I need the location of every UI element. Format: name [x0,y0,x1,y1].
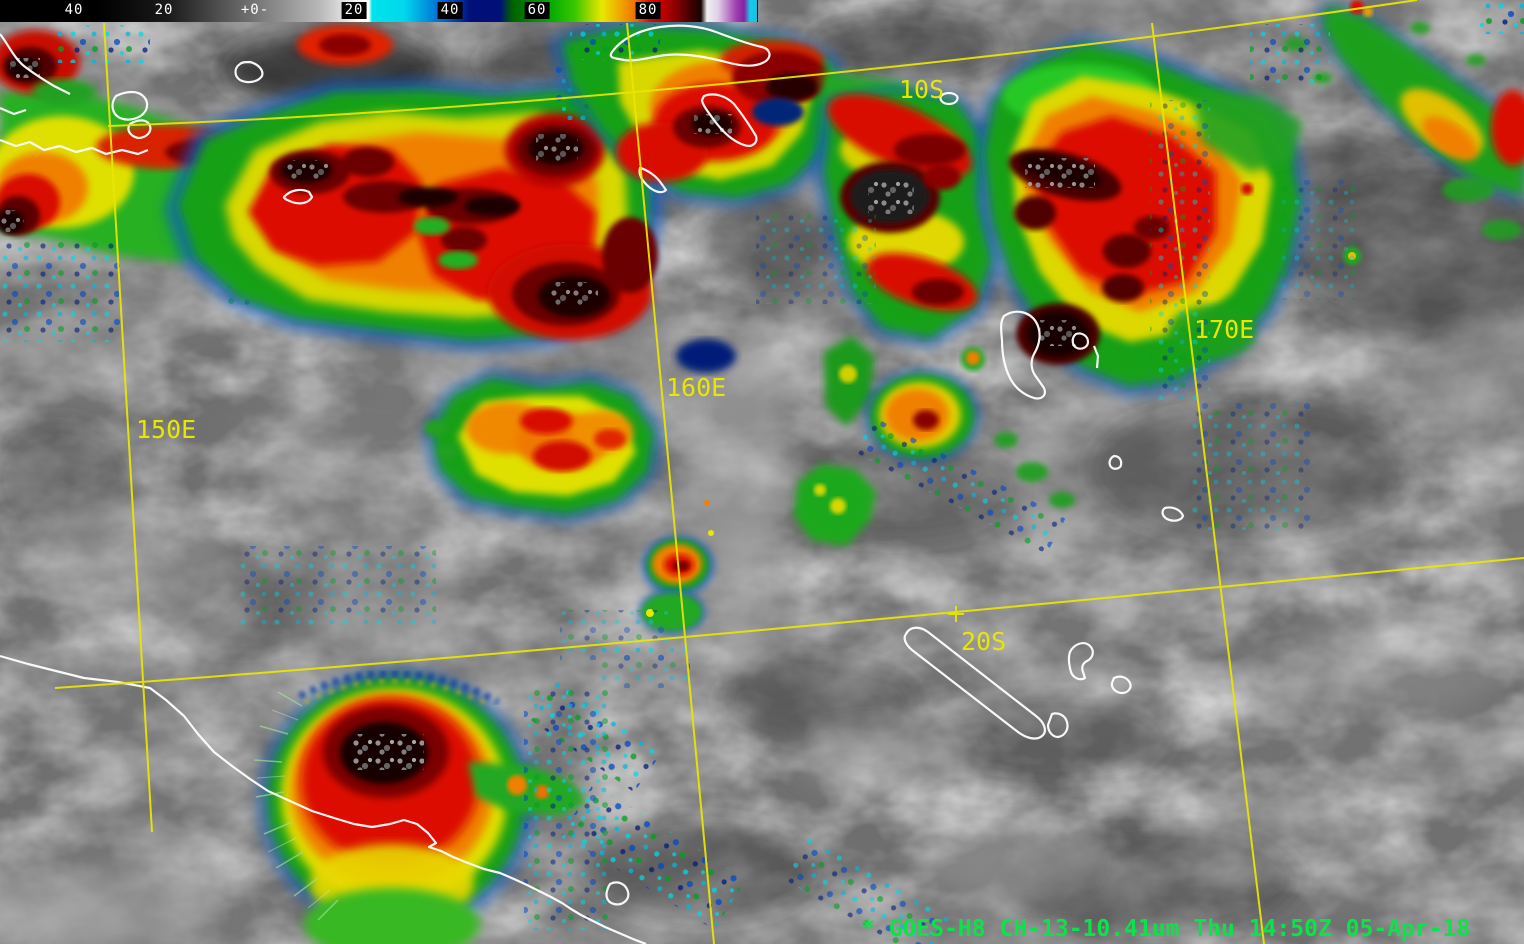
grid-label-170e: 170E [1194,315,1254,344]
coastline-png-south [0,138,149,156]
colorbar-label-minus20: 20 [341,2,367,19]
coastline-new-caledonia [903,626,1046,740]
coastline-png-bay [0,106,27,116]
gridline-150e [103,22,153,833]
island-tiny-945 [939,91,959,106]
graticule-labels: 150E 160E 170E 10S 20S [136,75,1254,656]
gridline-170e [1151,22,1265,944]
island-bougainville [700,93,758,147]
cirrus-speckle-fields [236,100,1360,944]
island-vanuatu-1 [1067,642,1094,681]
gridline-10s [107,0,1418,127]
gridline-tick [948,606,964,622]
colorbar-label-plus40: 40 [64,2,84,18]
coastline-png-north [0,33,71,95]
islands-solomons [1000,310,1046,400]
island-vanuatu-north [1161,506,1185,522]
gridline-160e [626,22,715,944]
grid-label-160e: 160E [666,373,726,402]
colorbar-label-minus80: 80 [635,2,661,19]
island-small-west [234,60,264,84]
storm-cell-center [638,500,714,634]
island-bismarck-2 [127,119,152,140]
storm-system-central [814,86,1000,346]
island-solomons-3 [1092,345,1100,369]
storm-cells-center-east [676,336,1075,554]
cyclone-striations [253,691,339,921]
gridline-20s [54,557,1524,689]
colorbar: 40 20 +0- 20 40 60 80 [0,0,758,22]
grid-label-20s: 20S [961,627,1006,656]
graticule [54,0,1524,944]
colorbar-label-minus40: 40 [437,2,463,19]
storm-system-west [165,25,665,350]
island-fraser [605,881,630,906]
island-over-storm [282,188,314,205]
annotation-text: * GOES-H8 CH-13-10.41um Thu 14:50Z 05-Ap… [861,916,1470,942]
colorbar-label-plus20: 20 [154,2,174,18]
island-santa-cruz [1108,454,1123,470]
coastline-australia [0,654,647,944]
island-vanuatu-2 [1110,675,1132,695]
colorbar-label-minus60: 60 [524,2,550,19]
storm-band-northeast [1250,0,1524,240]
island-bismarck-1 [111,90,149,121]
island-solomons-2 [1071,332,1090,350]
storm-cluster-midwest [424,370,662,522]
grid-label-10s: 10S [899,75,944,104]
island-new-britain [609,24,771,67]
grid-label-150e: 150E [136,415,196,444]
island-loyalty [1046,712,1069,739]
colorbar-label-zero: +0- [240,2,270,18]
coastlines [0,24,1185,944]
